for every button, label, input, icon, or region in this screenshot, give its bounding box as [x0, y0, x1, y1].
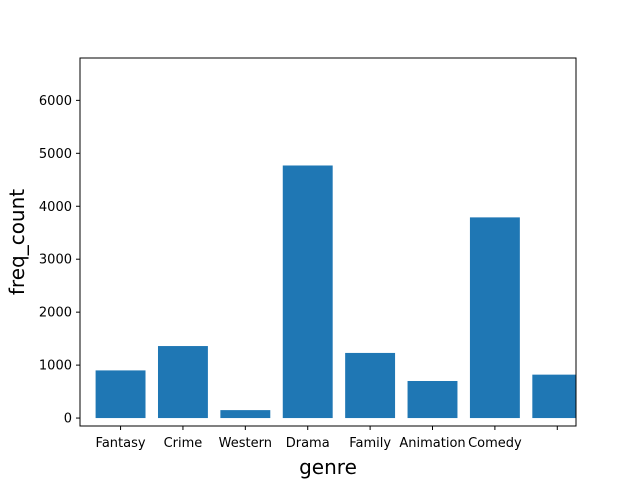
- y-axis-ticks: 0 1000 2000 3000 4000 5000 6000: [39, 94, 80, 427]
- bar-comedy: [469, 217, 520, 419]
- x-axis-label: genre: [299, 455, 357, 479]
- y-tick-label-3000: 3000: [39, 253, 72, 268]
- plot-frame: [79, 57, 577, 427]
- bar-family: [345, 352, 396, 419]
- bar-western: [220, 410, 271, 419]
- x-tick-label-western: Western: [219, 436, 272, 451]
- x-tick-label-family: Family: [349, 436, 391, 451]
- x-tick-label-crime: Crime: [164, 436, 203, 451]
- y-tick-label-2000: 2000: [39, 306, 72, 321]
- bar-fantasy: [95, 370, 146, 419]
- x-tick-label-fantasy: Fantasy: [96, 436, 146, 451]
- y-tick-label-4000: 4000: [39, 200, 72, 215]
- y-tick-label-1000: 1000: [39, 359, 72, 374]
- x-tick-label-comedy: Comedy: [468, 436, 522, 451]
- x-tick-label-drama: Drama: [286, 436, 330, 451]
- y-tick-label-5000: 5000: [39, 147, 72, 162]
- y-tick-label-0: 0: [64, 412, 72, 427]
- bar-partial-7: [532, 374, 576, 419]
- bar-drama: [282, 165, 333, 419]
- bars-group: [95, 165, 576, 419]
- y-axis-label: freq_count: [5, 189, 29, 295]
- x-tick-label-animation: Animation: [399, 436, 465, 451]
- x-axis-ticks: Fantasy Crime Western Drama Family Animation C…: [96, 426, 558, 451]
- bar-crime: [157, 346, 208, 419]
- y-tick-label-6000: 6000: [39, 94, 72, 109]
- bar-animation: [407, 380, 458, 419]
